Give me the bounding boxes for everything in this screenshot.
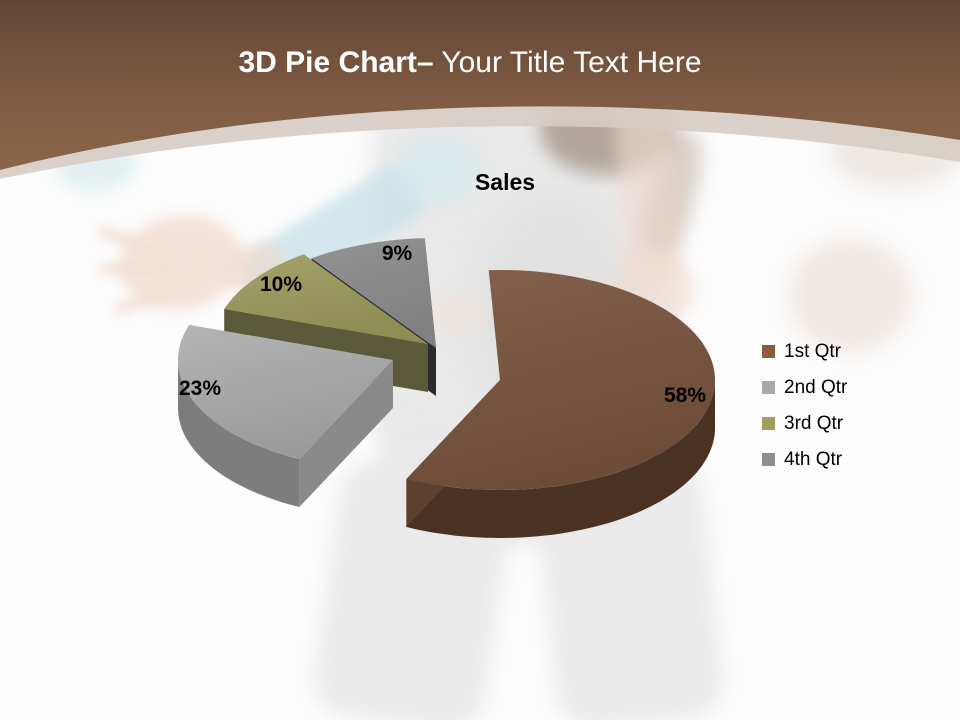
photo-leg-left [307,454,518,720]
legend-swatch-2nd-qtr [762,381,775,394]
legend-swatch-4th-qtr [762,453,775,466]
photo-hand-left [110,204,251,321]
photo-hip [380,412,685,547]
legend-item-1st-qtr: 1st Qtr [762,340,847,363]
photo-arm-back [788,238,913,353]
legend-item-4th-qtr: 4th Qtr [762,448,847,471]
photo-hand-right [610,252,695,327]
header-brown-shape [0,0,960,170]
photo-finger [94,222,171,263]
legend-label-4th-qtr: 4th Qtr [784,448,843,470]
photo-wrist [216,235,293,300]
photo-shirt-shade [470,190,640,440]
legend-label-3rd-qtr: 3rd Qtr [784,412,844,434]
header-arc-band [0,106,960,179]
slide-title-light: Your Title Text Here [433,46,702,79]
chart-legend: 1st Qtr 2nd Qtr 3rd Qtr 4th Qtr [762,340,847,484]
header-band [0,0,960,179]
slide-title-bold: 3D Pie Chart– [238,46,434,79]
legend-swatch-1st-qtr [762,345,775,358]
photo-finger [112,276,192,318]
photo-finger [98,262,178,276]
photo-midriff [423,296,483,336]
legend-swatch-3rd-qtr [762,417,775,430]
legend-label-2nd-qtr: 2nd Qtr [784,376,848,398]
legend-item-2nd-qtr: 2nd Qtr [762,376,847,399]
slide-title: 3D Pie Chart– Your Title Text Here [0,46,940,79]
legend-item-3rd-qtr: 3rd Qtr [762,412,847,435]
photo-leg-right [531,456,729,720]
legend-label-1st-qtr: 1st Qtr [784,340,842,362]
